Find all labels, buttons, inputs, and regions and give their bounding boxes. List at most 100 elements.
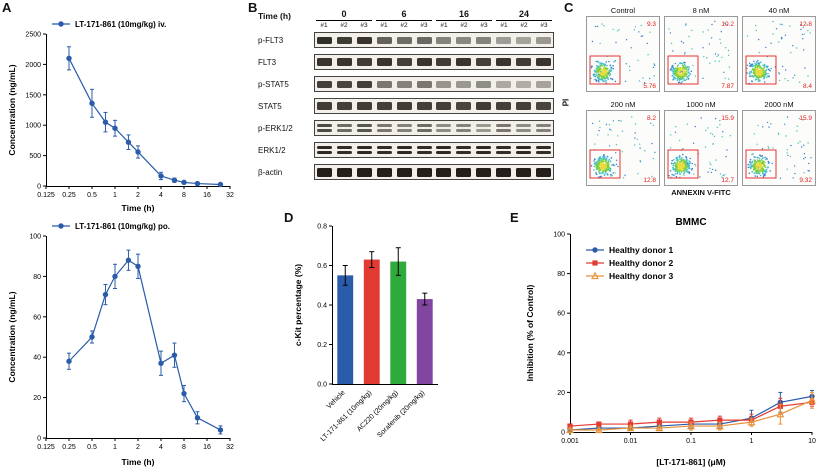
blot-lane — [434, 146, 454, 154]
blot-lane — [394, 167, 414, 177]
blot-lane — [454, 58, 474, 66]
svg-text:0.25: 0.25 — [62, 444, 76, 451]
svg-text:20: 20 — [557, 390, 565, 397]
blot-lane — [355, 167, 375, 177]
svg-text:12.7: 12.7 — [721, 177, 734, 184]
flow-scatter-plot: 15.9 9.32 — [742, 110, 816, 186]
blot-band — [317, 80, 333, 88]
blot-band — [535, 128, 551, 132]
blot-band — [436, 58, 452, 66]
blot-strip — [314, 142, 554, 158]
blot-lane — [414, 80, 434, 88]
flow-panel-title: Control — [610, 6, 636, 15]
svg-text:15.9: 15.9 — [721, 115, 734, 122]
flow-scatter-plot: 12.8 8.4 — [742, 16, 816, 92]
blot-band — [337, 128, 353, 132]
svg-text:16: 16 — [203, 444, 211, 451]
blot-band — [436, 150, 452, 154]
blot-band — [357, 36, 373, 44]
svg-text:1: 1 — [113, 192, 117, 199]
blot-band — [396, 58, 412, 66]
blot-lane — [493, 167, 513, 177]
svg-text:32: 32 — [226, 192, 234, 199]
blot-band — [515, 167, 531, 177]
svg-text:16: 16 — [203, 192, 211, 199]
blot-band — [515, 102, 531, 110]
blot-row: β-actin — [258, 164, 558, 180]
blot-band — [436, 146, 452, 150]
flow-panel-title: 8 nM — [692, 6, 710, 15]
blot-lane — [533, 80, 553, 88]
flow-scatter-plot: 10.2 7.87 — [664, 16, 738, 92]
svg-text:40: 40 — [557, 350, 565, 357]
svg-text:0.0: 0.0 — [317, 382, 327, 389]
blot-band — [456, 102, 472, 110]
blot-band — [317, 128, 333, 132]
blot-band — [495, 167, 511, 177]
blot-lane — [474, 124, 494, 132]
blot-band — [337, 150, 353, 154]
blot-time-group: 16 — [436, 9, 492, 21]
svg-text:10.2: 10.2 — [721, 21, 734, 28]
blot-band — [416, 124, 432, 128]
blot-lane — [355, 102, 375, 110]
blot-band — [495, 150, 511, 154]
blot-time-group: 6 — [376, 9, 432, 21]
blot-row: STAT5 — [258, 98, 558, 114]
blot-lane — [394, 36, 414, 44]
blot-band — [416, 150, 432, 154]
blot-lane — [474, 80, 494, 88]
blot-lane — [434, 36, 454, 44]
blot-lane — [315, 80, 335, 88]
blot-band — [476, 36, 492, 44]
blot-lane — [355, 80, 375, 88]
blot-lane-label: #3 — [420, 22, 428, 29]
svg-text:2: 2 — [136, 444, 140, 451]
flow-panel: Control 9.3 5.76 — [586, 6, 660, 97]
svg-text:2000: 2000 — [25, 62, 41, 69]
flow-scatter-plot: 9.3 5.76 — [586, 16, 660, 92]
svg-text:0.001: 0.001 — [561, 438, 579, 445]
svg-text:LT-171-861 (10mg/kg) iv.: LT-171-861 (10mg/kg) iv. — [75, 20, 166, 29]
svg-text:0.2: 0.2 — [317, 342, 327, 349]
svg-text:Concentration (ng/mL): Concentration (ng/mL) — [7, 291, 17, 382]
svg-text:5.76: 5.76 — [643, 83, 656, 90]
blot-lane — [493, 36, 513, 44]
bmmc-line-chart: 0 20 40 60 80 100 0.001 0.01 0.1 1 10 [LT-171-861] … — [525, 217, 816, 467]
blot-lane — [374, 124, 394, 132]
svg-text:40: 40 — [33, 355, 41, 362]
blot-band — [495, 124, 511, 128]
pk-po-line-chart: 0 20 40 60 80 100 0.125 0.25 0.5 1 2 4 8 16 32 Time (h)… — [7, 222, 234, 467]
blot-band — [535, 167, 551, 177]
svg-text:1: 1 — [113, 444, 117, 451]
blot-band — [337, 102, 353, 110]
blot-lane — [454, 36, 474, 44]
svg-text:32: 32 — [226, 444, 234, 451]
svg-text:80: 80 — [33, 274, 41, 281]
blot-lane — [335, 80, 355, 88]
svg-text:10: 10 — [808, 438, 816, 445]
blot-band — [476, 150, 492, 154]
svg-text:LT-171-861 (10mg/kg) po.: LT-171-861 (10mg/kg) po. — [75, 222, 170, 231]
blot-protein-label: β-actin — [258, 167, 283, 177]
blot-lane — [474, 167, 494, 177]
western-blot: Time (h) 0 6 16 24 #1 #2 #3 #1 #2 #3 #1 #2 #3 #1 #2 #3 p-… — [258, 8, 558, 186]
blot-strip — [314, 98, 554, 114]
blot-lane-label: #3 — [360, 22, 368, 29]
blot-band — [357, 146, 373, 150]
blot-strip — [314, 120, 554, 136]
svg-text:0.4: 0.4 — [317, 303, 327, 310]
blot-lane — [533, 124, 553, 132]
blot-band — [317, 124, 333, 128]
blot-protein-label: p-FLT3 — [258, 35, 284, 45]
blot-lane — [533, 167, 553, 177]
flow-panel: 2000 nM 15.9 9.32 — [742, 100, 816, 191]
svg-text:100: 100 — [553, 232, 565, 239]
blot-lane — [454, 146, 474, 154]
blot-lane — [315, 102, 335, 110]
flow-panel-title: 1000 nM — [686, 100, 716, 109]
blot-band — [376, 80, 392, 88]
svg-text:BMMC: BMMC — [675, 217, 706, 228]
blot-row: p-FLT3 — [258, 32, 558, 48]
blot-lane — [374, 80, 394, 88]
